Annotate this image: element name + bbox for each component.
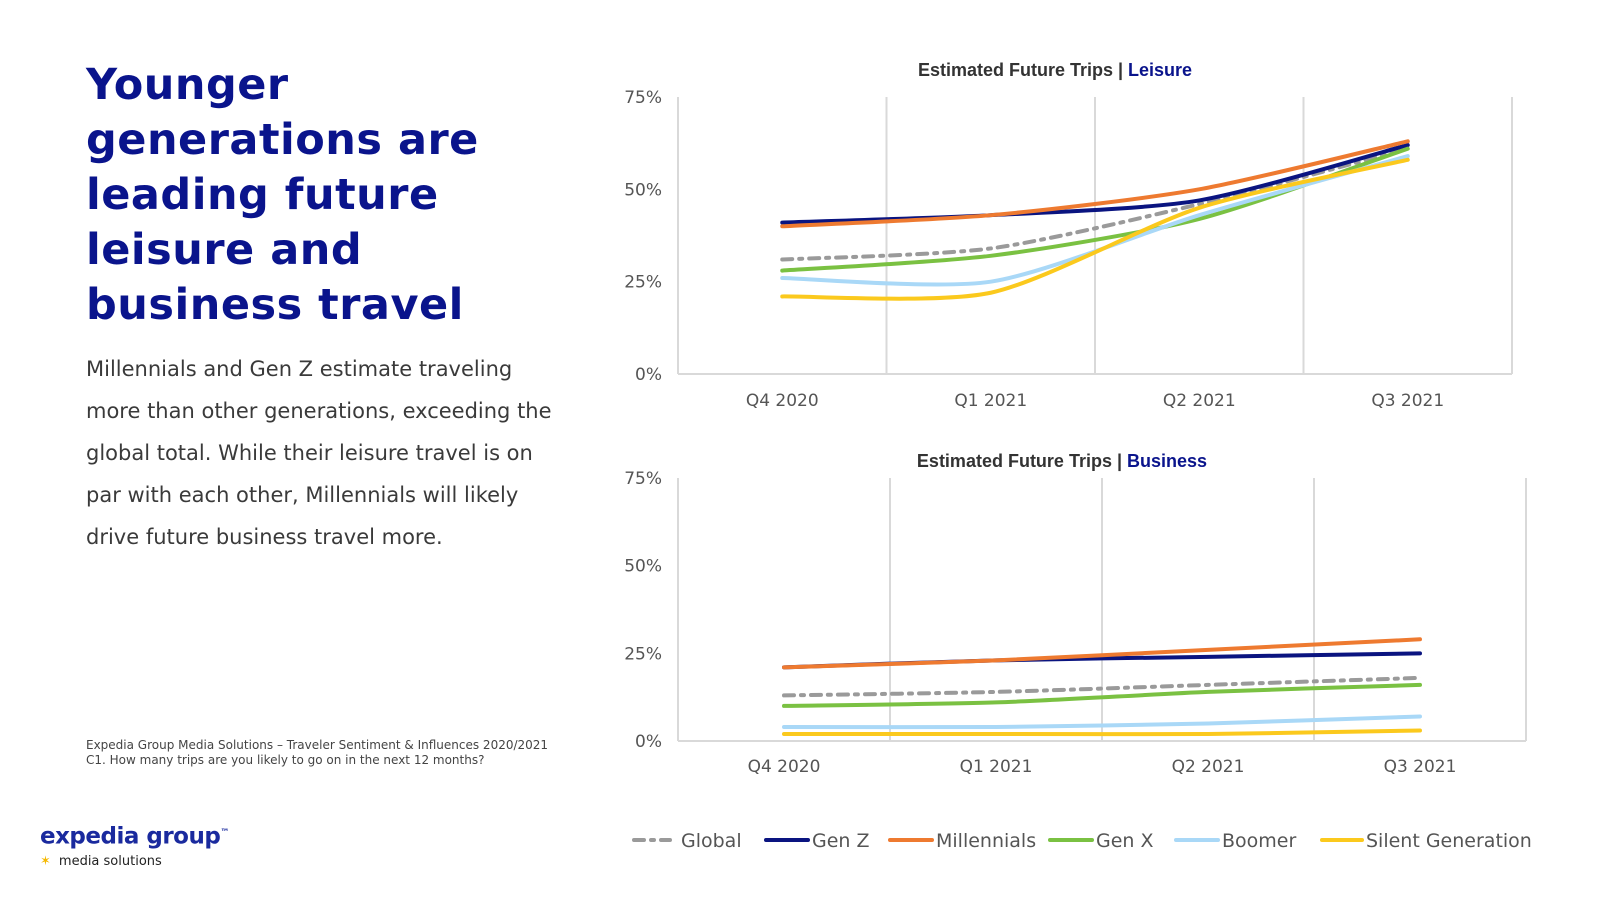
legend-label-millennials: Millennials xyxy=(936,830,1036,852)
legend-label-gen_z: Gen Z xyxy=(812,830,870,852)
legend-label-global: Global xyxy=(681,830,742,852)
chart-title-separator: | xyxy=(1118,60,1128,80)
chart-title-highlight: Business xyxy=(1127,451,1207,471)
y-tick-label: 0% xyxy=(635,365,662,385)
y-tick-label: 50% xyxy=(624,557,662,577)
legend-label-boomer: Boomer xyxy=(1222,830,1296,852)
series-line-leisure-global xyxy=(780,146,1410,262)
legend-label-gen_x: Gen X xyxy=(1096,830,1154,852)
series-line-business-silent xyxy=(782,728,1422,737)
logo-wordmark: expedia group xyxy=(40,823,221,850)
y-tick-label: 25% xyxy=(624,644,662,664)
chart-title-separator: | xyxy=(1117,451,1127,471)
series-line-business-boomer xyxy=(782,714,1422,730)
x-tick-label: Q2 2021 xyxy=(1172,757,1245,777)
series-line-leisure-millennials xyxy=(780,139,1410,229)
series-line-business-gen_x xyxy=(782,682,1422,708)
source-line-1: Expedia Group Media Solutions – Traveler… xyxy=(86,738,549,752)
x-tick-label: Q3 2021 xyxy=(1384,757,1457,777)
chart-title-leisure: Estimated Future Trips | Leisure xyxy=(918,60,1192,80)
y-tick-label: 0% xyxy=(635,732,662,752)
chart-title-business: Estimated Future Trips | Business xyxy=(917,451,1207,471)
y-tick-label: 75% xyxy=(624,469,662,489)
chart-title-highlight: Leisure xyxy=(1128,60,1192,80)
series-line-business-millennials xyxy=(782,637,1422,670)
x-tick-label: Q1 2021 xyxy=(960,757,1033,777)
chart-title-text: Estimated Future Trips xyxy=(917,451,1117,471)
chart-title-text: Estimated Future Trips xyxy=(918,60,1118,80)
x-tick-label: Q2 2021 xyxy=(1163,391,1236,411)
x-tick-label: Q4 2020 xyxy=(748,757,821,777)
series-line-leisure-gen_z xyxy=(780,143,1410,225)
y-tick-label: 25% xyxy=(624,273,662,293)
headline: Younger generations are leading future l… xyxy=(86,60,479,330)
lightbulb-icon: ✶ xyxy=(40,853,51,869)
x-tick-label: Q3 2021 xyxy=(1371,391,1444,411)
logo-trademark: ™ xyxy=(220,828,229,838)
y-tick-label: 50% xyxy=(624,180,662,200)
expedia-logo: expedia group™ ✶ media solutions xyxy=(40,820,229,870)
x-tick-label: Q1 2021 xyxy=(954,391,1027,411)
series-line-leisure-silent xyxy=(780,157,1410,301)
x-tick-label: Q4 2020 xyxy=(746,391,819,411)
legend-label-silent: Silent Generation xyxy=(1366,830,1532,852)
source-line-2: C1. How many trips are you likely to go … xyxy=(86,753,485,767)
body-paragraph: Millennials and Gen Z estimate traveling… xyxy=(86,357,552,549)
series-line-business-global xyxy=(782,675,1422,698)
logo-subtitle: media solutions xyxy=(58,853,162,869)
y-tick-label: 75% xyxy=(624,88,662,108)
source-note: Expedia Group Media Solutions – Traveler… xyxy=(86,738,606,768)
